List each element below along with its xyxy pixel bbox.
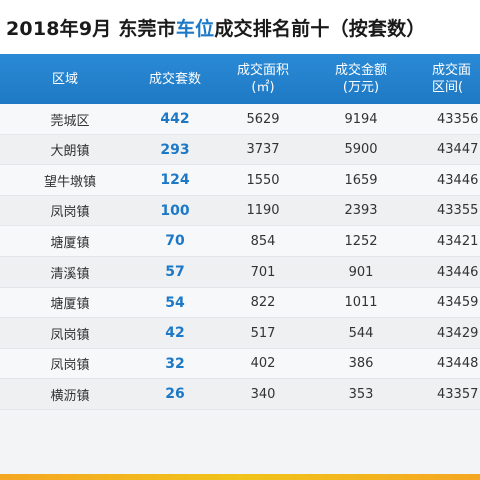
cell-area: 莞城区 <box>50 113 90 129</box>
cell-count: 54 <box>165 294 185 311</box>
cell-size: 5629 <box>246 111 280 127</box>
cell-size: 402 <box>250 356 276 372</box>
column-header-label: 成交套数 <box>148 71 201 87</box>
table-body: 莞城区 442 5629 9194 43356 大朗镇 293 3737 5900 43447 望牛… <box>0 104 480 410</box>
cell-amount: 901 <box>348 264 374 280</box>
column-header-label: 成交金额 <box>334 63 387 78</box>
table-row: 凤岗镇 100 1190 2393 43355 <box>0 195 480 227</box>
cell-count: 100 <box>160 202 190 219</box>
cell-area: 凤岗镇 <box>50 358 90 374</box>
footer <box>0 410 480 480</box>
cell-range: 43421 <box>437 233 479 249</box>
cell-area: 塘厦镇 <box>50 297 90 313</box>
cell-amount: 1252 <box>344 233 378 249</box>
column-header-label: 成交面 <box>432 63 472 78</box>
cell-count: 42 <box>165 325 185 342</box>
cell-count: 70 <box>165 233 185 250</box>
table-header: 区域 成交套数 成交面积 (㎡) 成交金额 (万元) 成交面 区间( <box>0 54 480 104</box>
column-header-count: 成交套数 <box>130 54 220 104</box>
cell-count: 293 <box>160 141 190 158</box>
cell-amount: 544 <box>348 325 374 341</box>
cell-range: 43459 <box>437 295 479 311</box>
cell-range: 43446 <box>437 172 479 188</box>
column-header-range: 成交面 区间( <box>432 54 471 104</box>
cell-count: 442 <box>160 111 190 127</box>
cell-range: 43355 <box>437 203 479 219</box>
cell-area: 望牛墩镇 <box>43 174 96 190</box>
table-row: 塘厦镇 70 854 1252 43421 <box>0 226 480 257</box>
table-row: 莞城区 442 5629 9194 43356 <box>0 104 480 135</box>
cell-size: 822 <box>250 295 276 311</box>
cell-size: 517 <box>250 325 276 341</box>
cell-amount: 9194 <box>344 111 378 127</box>
table-row: 塘厦镇 54 822 1011 43459 <box>0 287 480 319</box>
column-header-unit: (㎡) <box>251 80 275 95</box>
cell-area: 横沥镇 <box>50 388 90 404</box>
cell-range: 43448 <box>437 356 479 372</box>
cell-size: 340 <box>250 386 276 402</box>
table-row: 大朗镇 293 3737 5900 43447 <box>0 134 480 166</box>
column-header-size: 成交面积 (㎡) <box>218 54 308 104</box>
cell-range: 43357 <box>437 386 479 402</box>
cell-area: 凤岗镇 <box>50 327 90 343</box>
cell-area: 大朗镇 <box>50 144 90 160</box>
cell-amount: 386 <box>348 356 374 372</box>
cell-size: 1190 <box>246 203 280 219</box>
cell-amount: 353 <box>348 386 374 402</box>
cell-area: 清溪镇 <box>50 266 90 282</box>
cell-amount: 2393 <box>344 203 378 219</box>
column-header-area: 区域 <box>52 54 78 104</box>
column-header-label: 成交面积 <box>236 63 289 78</box>
cell-range: 43447 <box>437 142 479 158</box>
cell-range: 43446 <box>437 264 479 280</box>
cell-size: 854 <box>250 233 276 249</box>
cell-amount: 1659 <box>344 172 378 188</box>
column-header-amount: 成交金额 (万元) <box>316 54 406 104</box>
table-row: 横沥镇 26 340 353 43357 <box>0 379 480 410</box>
cell-amount: 1011 <box>344 295 378 311</box>
cell-size: 3737 <box>246 142 280 158</box>
title-highlight: 车位 <box>175 17 215 40</box>
column-header-label: 区域 <box>52 71 79 87</box>
column-header-unit: 区间( <box>432 80 464 95</box>
column-header-unit: (万元) <box>342 80 380 95</box>
cell-area: 凤岗镇 <box>50 205 90 221</box>
table-row: 凤岗镇 32 402 386 43448 <box>0 348 480 380</box>
cell-count: 26 <box>165 386 185 403</box>
title-bar: 2018年9月 东莞市车位成交排名前十（按套数） <box>0 0 480 54</box>
table-row: 望牛墩镇 124 1550 1659 43446 <box>0 165 480 196</box>
table-row: 清溪镇 57 701 901 43446 <box>0 257 480 288</box>
cell-count: 124 <box>160 172 190 189</box>
cell-area: 塘厦镇 <box>50 235 90 251</box>
cell-size: 701 <box>250 264 276 280</box>
table-row: 凤岗镇 42 517 544 43429 <box>0 318 480 349</box>
cell-count: 32 <box>165 355 185 372</box>
cell-size: 1550 <box>246 172 280 188</box>
cell-amount: 5900 <box>344 142 378 158</box>
title-prefix: 2018年9月 东莞市 <box>6 17 176 40</box>
cell-count: 57 <box>165 264 185 280</box>
title-suffix: 成交排名前十（按套数） <box>214 17 426 40</box>
cell-range: 43429 <box>437 325 479 341</box>
page-title: 2018年9月 东莞市车位成交排名前十（按套数） <box>6 14 426 41</box>
cell-range: 43356 <box>437 111 479 127</box>
footer-strip <box>0 474 480 480</box>
